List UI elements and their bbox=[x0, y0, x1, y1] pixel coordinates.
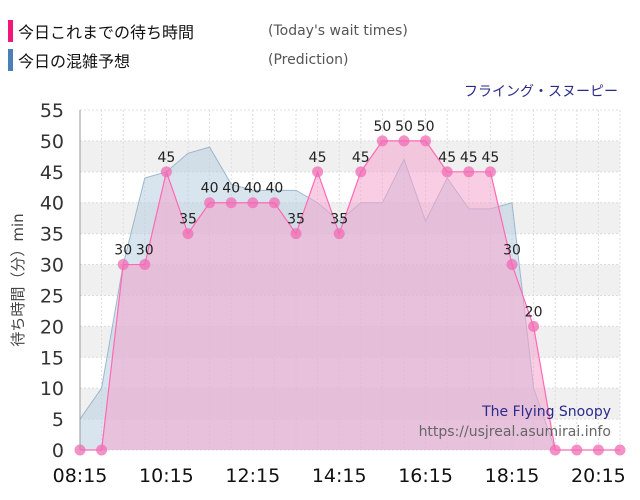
data-label: 45 bbox=[481, 150, 499, 166]
y-tick-label: 20 bbox=[40, 316, 64, 338]
y-tick-label: 0 bbox=[52, 440, 64, 462]
data-point bbox=[96, 444, 108, 456]
data-point bbox=[506, 259, 518, 271]
data-label: 45 bbox=[352, 150, 370, 166]
data-point bbox=[614, 444, 626, 456]
x-tick-label: 18:15 bbox=[485, 465, 540, 487]
actual-line bbox=[80, 140, 620, 451]
y-tick-label: 55 bbox=[40, 100, 64, 122]
data-label: 40 bbox=[244, 181, 262, 197]
data-point bbox=[398, 135, 410, 147]
data-point bbox=[160, 166, 172, 178]
data-point bbox=[117, 259, 129, 271]
data-point bbox=[592, 444, 604, 456]
data-point bbox=[441, 166, 453, 178]
data-point bbox=[204, 197, 216, 209]
y-axis-title: 待ち時間（分）min bbox=[9, 213, 27, 346]
data-point bbox=[268, 197, 280, 209]
data-point bbox=[355, 166, 367, 178]
data-point bbox=[376, 135, 388, 147]
legend-prediction: 今日の混雑予想 (Prediction) bbox=[8, 49, 348, 71]
data-point bbox=[312, 166, 324, 178]
data-point bbox=[420, 135, 432, 147]
legend-prediction-swatch bbox=[8, 49, 13, 71]
data-label: 45 bbox=[309, 150, 327, 166]
data-point bbox=[549, 444, 561, 456]
y-tick-label: 35 bbox=[40, 224, 64, 246]
grid-band bbox=[80, 140, 620, 172]
x-tick-label: 08:15 bbox=[53, 465, 108, 487]
data-label: 30 bbox=[114, 243, 132, 259]
data-point bbox=[463, 166, 475, 178]
y-tick-label: 10 bbox=[40, 378, 64, 400]
data-label: 20 bbox=[525, 304, 543, 320]
legend-today-label: 今日これまでの待ち時間 bbox=[18, 23, 195, 42]
data-label: 45 bbox=[460, 150, 478, 166]
legend-today-swatch bbox=[8, 20, 13, 42]
data-label: 45 bbox=[157, 150, 175, 166]
data-point bbox=[290, 228, 302, 240]
data-point bbox=[225, 197, 237, 209]
x-tick-label: 10:15 bbox=[139, 465, 194, 487]
data-label: 30 bbox=[136, 243, 154, 259]
y-tick-label: 25 bbox=[40, 285, 64, 307]
y-tick-label: 45 bbox=[40, 162, 64, 184]
data-point bbox=[528, 320, 540, 332]
attraction-name: フライング・スヌーピー bbox=[464, 84, 618, 100]
data-label: 50 bbox=[373, 119, 391, 135]
data-label: 30 bbox=[503, 243, 521, 259]
data-label: 45 bbox=[438, 150, 456, 166]
actual-area bbox=[80, 140, 620, 450]
data-label: 50 bbox=[417, 119, 435, 135]
legend-today: 今日これまでの待ち時間 (Today's wait times) bbox=[8, 20, 408, 42]
watermark-name: The Flying Snoopy bbox=[481, 404, 611, 420]
data-point bbox=[182, 228, 194, 240]
y-tick-label: 15 bbox=[40, 347, 64, 369]
x-tick-label: 16:15 bbox=[398, 465, 453, 487]
data-point bbox=[484, 166, 496, 178]
y-tick-label: 50 bbox=[40, 131, 64, 153]
y-tick-label: 40 bbox=[40, 193, 64, 215]
data-label: 40 bbox=[265, 181, 283, 197]
data-label: 35 bbox=[179, 212, 197, 228]
data-point bbox=[333, 228, 345, 240]
y-tick-label: 30 bbox=[40, 255, 64, 277]
legend-today-label-en: (Today's wait times) bbox=[268, 23, 408, 39]
data-label: 40 bbox=[222, 181, 240, 197]
data-label: 35 bbox=[287, 212, 305, 228]
data-point bbox=[571, 444, 583, 456]
data-point bbox=[247, 197, 259, 209]
x-tick-label: 12:15 bbox=[225, 465, 280, 487]
data-point bbox=[139, 259, 151, 271]
data-label: 50 bbox=[395, 119, 413, 135]
x-tick-label: 20:15 bbox=[571, 465, 626, 487]
data-label: 35 bbox=[330, 212, 348, 228]
data-label: 40 bbox=[201, 181, 219, 197]
y-tick-label: 5 bbox=[52, 409, 64, 431]
x-tick-label: 14:15 bbox=[312, 465, 367, 487]
legend-prediction-label: 今日の混雑予想 bbox=[18, 52, 131, 71]
legend-prediction-label-en: (Prediction) bbox=[268, 52, 349, 68]
watermark-url: https://usjreal.asumirai.info bbox=[419, 424, 611, 440]
